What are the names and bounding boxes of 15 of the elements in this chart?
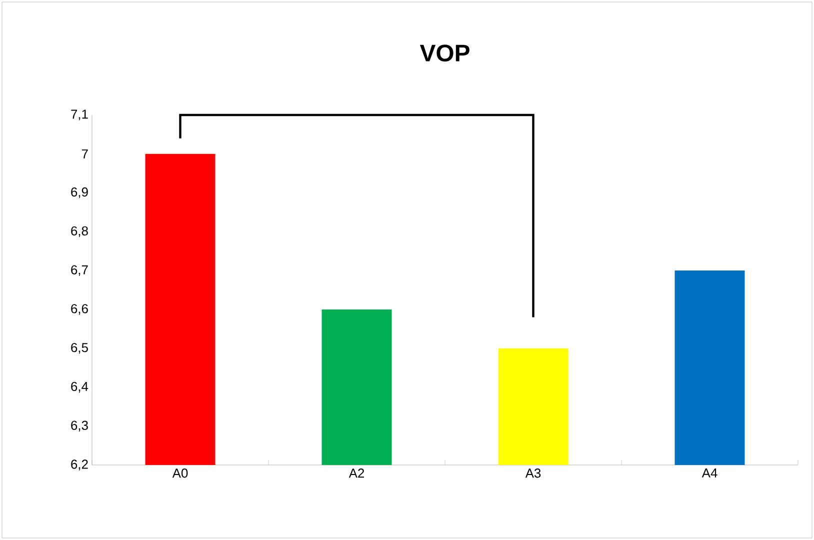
x-tick-label: A4 xyxy=(702,468,718,478)
x-tick-label: A3 xyxy=(525,468,541,478)
y-tick-label: 6,9 xyxy=(71,187,88,198)
y-tick-label: 7,1 xyxy=(71,110,88,120)
y-tick-label: 7 xyxy=(82,149,88,158)
y-tick-label: 6,6 xyxy=(71,304,88,315)
chart-title: VOP xyxy=(420,44,470,62)
y-tick-label: 6,8 xyxy=(71,226,88,238)
y-tick-label: 6,3 xyxy=(71,420,88,432)
x-tick-label: A2 xyxy=(348,468,364,478)
y-tick-label: 6,2 xyxy=(71,460,88,470)
y-tick-label: 6,4 xyxy=(71,382,88,393)
x-tick-label: A0 xyxy=(172,468,188,478)
y-tick-label: 6,5 xyxy=(71,342,88,354)
y-tick-label: 6,7 xyxy=(71,265,88,276)
